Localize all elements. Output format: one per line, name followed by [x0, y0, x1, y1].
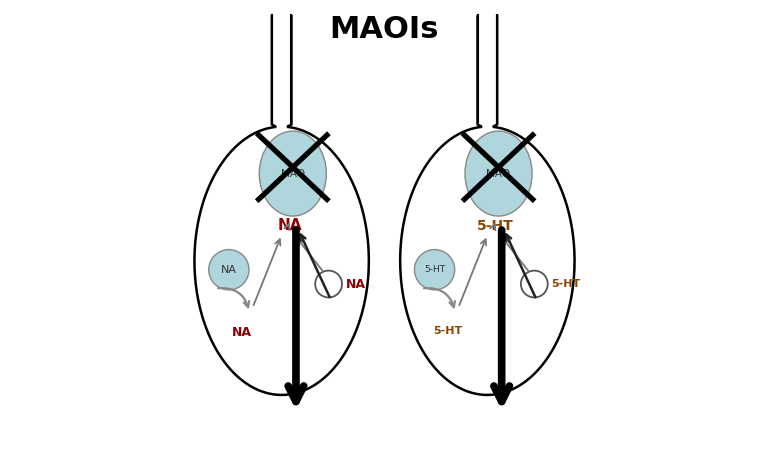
Text: 5-HT: 5-HT [477, 219, 514, 233]
Circle shape [315, 270, 342, 297]
Ellipse shape [259, 131, 326, 216]
Text: NA: NA [232, 326, 252, 338]
Text: 5-HT: 5-HT [434, 326, 463, 336]
Ellipse shape [465, 131, 532, 216]
Text: MAO: MAO [281, 169, 305, 179]
Text: NA: NA [221, 265, 237, 274]
Text: NA: NA [278, 218, 302, 233]
Text: MAO: MAO [487, 169, 511, 179]
Text: NA: NA [345, 278, 365, 291]
Text: 5-HT: 5-HT [551, 279, 581, 289]
Circle shape [208, 250, 249, 290]
Text: 5-HT: 5-HT [424, 265, 445, 274]
Text: MAOIs: MAOIs [330, 15, 439, 44]
Circle shape [414, 250, 454, 290]
Circle shape [521, 270, 548, 297]
